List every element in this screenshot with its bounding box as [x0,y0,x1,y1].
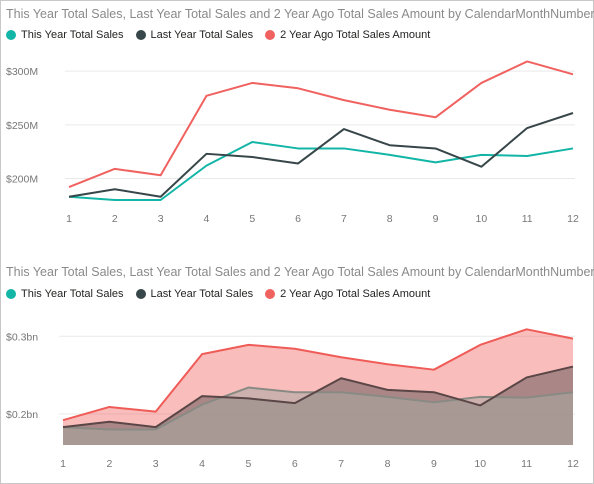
x-tick-label: 3 [153,458,159,470]
y-tick-label: $0.2bn [6,409,38,421]
legend-item-two-year[interactable]: 2 Year Ago Total Sales Amount [265,29,430,41]
x-tick-label: 11 [521,458,532,470]
series-line-two-year[interactable] [62,328,574,422]
series-line-last-year[interactable] [62,365,574,429]
x-tick-label: 10 [474,458,486,470]
legend-label-two-year: 2 Year Ago Total Sales Amount [280,29,431,41]
y-tick-label: $0.3bn [6,331,38,343]
legend-item-last-year[interactable]: Last Year Total Sales [135,29,254,41]
x-tick-label: 9 [431,458,437,470]
x-tick-label: 5 [249,213,255,225]
area-chart-title: This Year Total Sales, Last Year Total S… [6,265,594,279]
legend-dot-two-year-icon [265,289,276,299]
y-tick-label: $300M [6,66,38,78]
legend-dot-two-year-icon [265,30,276,40]
x-tick-label: 6 [292,458,298,470]
x-tick-label: 6 [295,213,301,225]
series-line-two-year[interactable] [68,60,574,189]
legend-item-two-year[interactable]: 2 Year Ago Total Sales Amount [265,288,430,300]
line-chart-legend[interactable]: This Year Total Sales Last Year Total Sa… [6,29,442,41]
legend-label-this-year: This Year Total Sales [21,288,124,300]
legend-label-last-year: Last Year Total Sales [150,29,254,41]
x-tick-label: 4 [204,213,210,225]
legend-dot-this-year-icon [6,30,16,40]
y-tick-label: $200M [6,174,38,186]
x-tick-label: 9 [433,213,439,225]
line-chart-title: This Year Total Sales, Last Year Total S… [6,7,594,21]
series-line-last-year[interactable] [68,112,574,198]
legend-label-last-year: Last Year Total Sales [150,288,254,300]
x-tick-label: 1 [60,458,66,470]
x-tick-label: 1 [66,213,72,225]
x-tick-label: 11 [522,213,533,225]
x-tick-label: 3 [158,213,164,225]
x-tick-label: 4 [199,458,205,470]
legend-label-this-year: This Year Total Sales [21,29,124,41]
legend-label-two-year: 2 Year Ago Total Sales Amount [280,288,431,300]
legend-item-this-year[interactable]: This Year Total Sales [6,288,124,300]
x-tick-label: 2 [106,458,112,470]
x-tick-label: 8 [385,458,391,470]
x-tick-label: 12 [567,213,579,225]
legend-dot-last-year-icon [135,30,146,40]
x-tick-label: 8 [387,213,393,225]
legend-dot-this-year-icon [6,289,16,299]
series-line-this-year[interactable] [68,141,574,201]
x-tick-label: 7 [338,458,344,470]
y-tick-label: $250M [6,120,38,132]
legend-item-this-year[interactable]: This Year Total Sales [6,29,124,41]
x-tick-label: 2 [112,213,118,225]
area-chart-legend[interactable]: This Year Total Sales Last Year Total Sa… [6,288,442,300]
x-tick-label: 7 [341,213,347,225]
x-tick-label: 10 [476,213,488,225]
legend-item-last-year[interactable]: Last Year Total Sales [135,288,254,300]
x-tick-label: 12 [567,458,579,470]
legend-dot-last-year-icon [135,289,146,299]
x-tick-label: 5 [246,458,252,470]
series-line-this-year[interactable] [62,386,574,431]
